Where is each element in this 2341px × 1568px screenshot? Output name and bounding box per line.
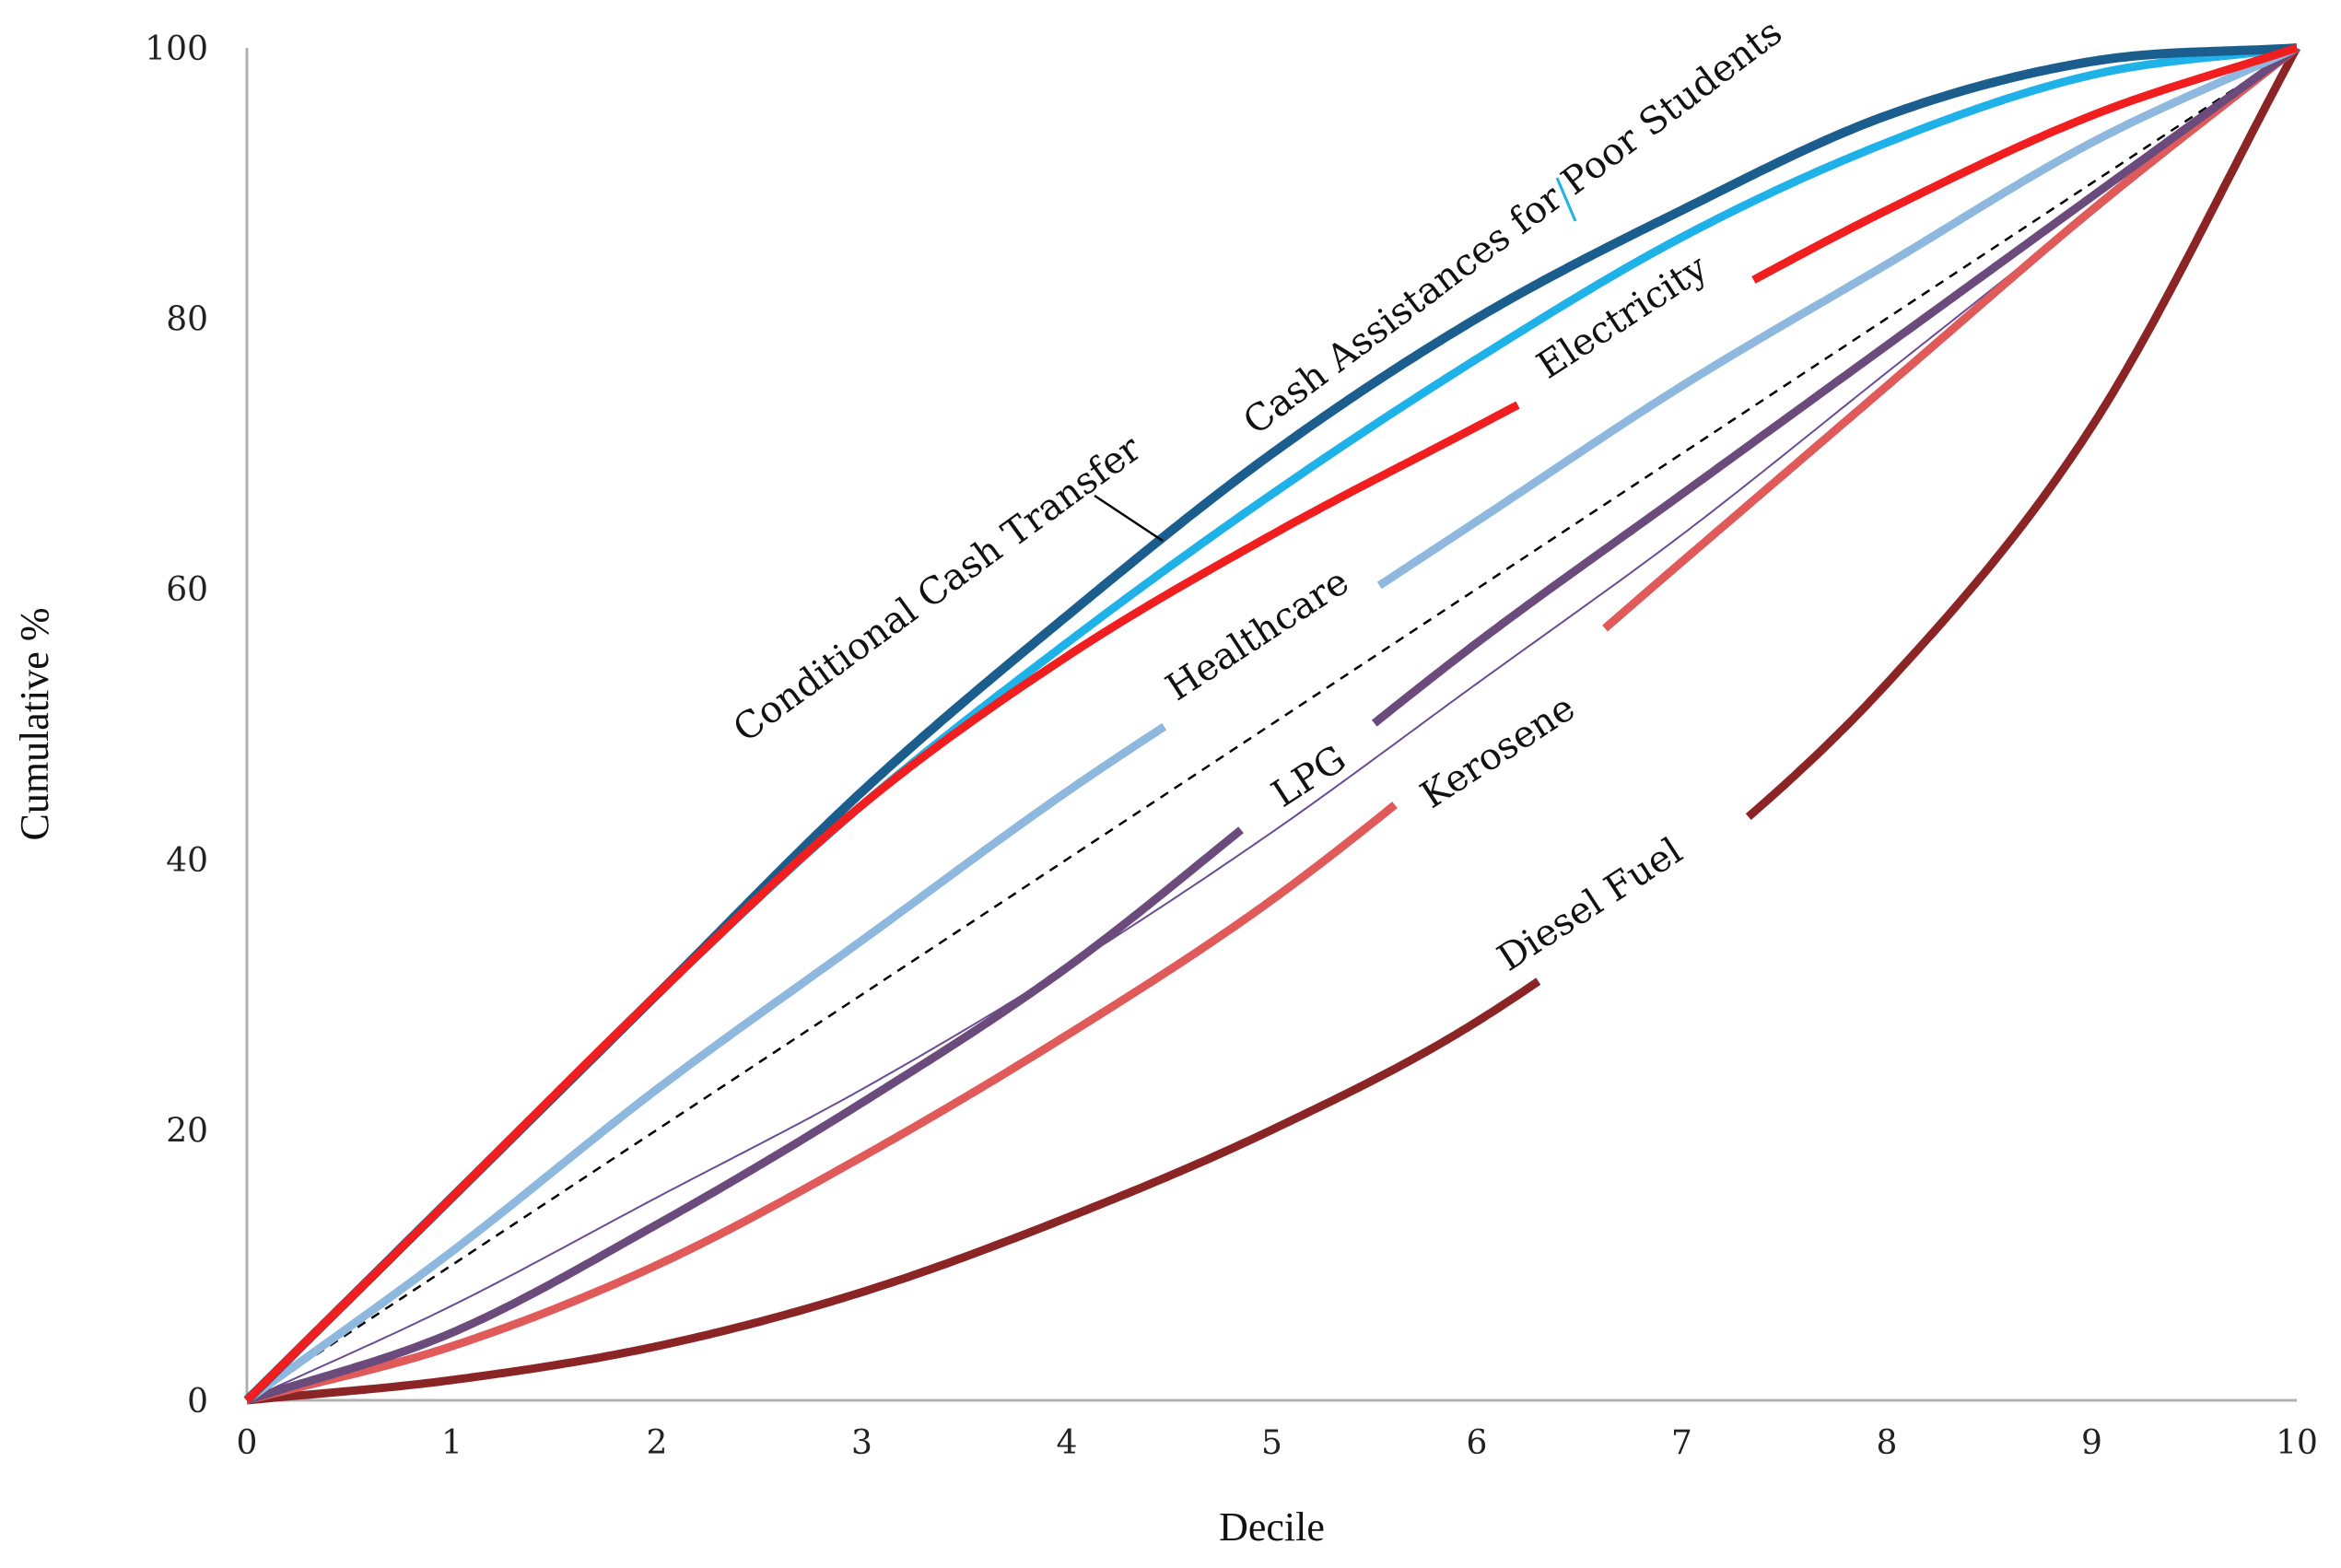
y-axis-title: Cumulative %: [12, 608, 57, 841]
x-tick-label: 2: [647, 1424, 668, 1462]
y-tick-label: 80: [166, 301, 208, 339]
y-tick-label: 100: [145, 30, 208, 68]
x-tick-label: 0: [237, 1424, 258, 1462]
leader-line-conditional-cash-transfer: [1094, 494, 1164, 543]
series-line-diesel-fuel: [246, 45, 2300, 1405]
plot-area: [243, 43, 2300, 1405]
y-tick-label: 20: [166, 1112, 208, 1150]
x-tick-label: 7: [1671, 1424, 1692, 1462]
x-axis-title: Decile: [1219, 1504, 1325, 1550]
y-tick-label: 0: [187, 1383, 208, 1421]
x-tick-label: 9: [2081, 1424, 2102, 1462]
axes: [245, 48, 2297, 1402]
x-tick-label: 10: [2276, 1424, 2318, 1462]
leader-line-cash-assistances: [1555, 177, 1577, 222]
series-line-electricity: [243, 43, 2299, 1404]
y-tick-label: 40: [166, 842, 208, 880]
y-tick-label: 60: [166, 571, 208, 609]
series-line-unlabeled-thin: [246, 47, 2298, 1401]
equality-line: [246, 46, 2298, 1402]
x-tick-label: 3: [851, 1424, 872, 1462]
series-line-healthcare: [244, 43, 2299, 1404]
series-line-lpg: [245, 44, 2300, 1405]
x-tick-label: 6: [1467, 1424, 1488, 1462]
x-tick-label: 8: [1877, 1424, 1898, 1462]
x-tick-label: 1: [441, 1424, 462, 1462]
series-line-kerosene: [245, 44, 2300, 1405]
x-tick-label: 4: [1057, 1424, 1078, 1462]
x-tick-label: 5: [1261, 1424, 1282, 1462]
